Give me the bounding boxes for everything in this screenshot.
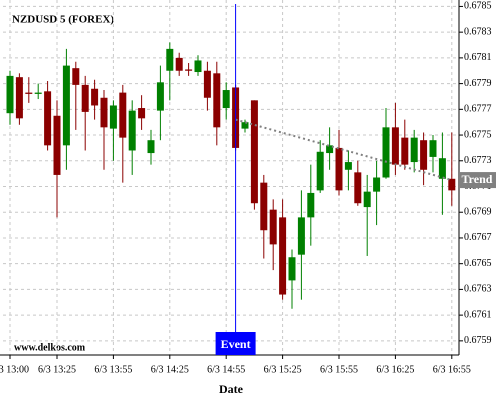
- y-tick-label: 0.6759: [464, 335, 492, 346]
- candle-body: [44, 91, 52, 146]
- candle-body: [91, 88, 99, 106]
- candle-body: [156, 82, 164, 111]
- candle-body: [429, 140, 437, 157]
- candle-body: [448, 178, 456, 191]
- x-tick-label: 6/3 16:55: [433, 364, 471, 375]
- x-tick-label: 6/3 15:25: [264, 364, 302, 375]
- candle-body: [109, 105, 117, 129]
- candle-body: [401, 137, 409, 165]
- candle-body: [138, 108, 146, 119]
- candle-body: [222, 90, 230, 109]
- candle-body: [307, 192, 315, 218]
- candle-body: [410, 137, 418, 163]
- candle-body: [250, 100, 258, 204]
- candle-body: [53, 115, 61, 175]
- candle-body: [279, 217, 287, 295]
- candle-body: [335, 147, 343, 191]
- candle-body: [194, 60, 202, 73]
- x-tick-label: 6/3 14:55: [207, 364, 245, 375]
- y-tick-label: 0.6777: [464, 104, 492, 115]
- candle-body: [373, 177, 381, 192]
- y-tick-label: 0.6767: [464, 232, 492, 243]
- candle-body: [354, 172, 362, 204]
- y-tick-label: 0.6783: [464, 26, 492, 37]
- x-tick-label: 6/3 13:25: [38, 364, 76, 375]
- candle-body: [297, 217, 305, 255]
- candle-body: [213, 73, 221, 128]
- candle-body: [363, 191, 371, 208]
- x-tick-label: 6/3 14:25: [151, 364, 189, 375]
- candle-body: [185, 69, 193, 71]
- event-label-box: [215, 332, 256, 355]
- x-tick-label: 6/3 13:55: [94, 364, 132, 375]
- candle-body: [203, 70, 211, 98]
- y-tick-label: 0.6779: [464, 78, 492, 89]
- candle-body: [119, 92, 127, 138]
- candle-body: [100, 97, 108, 128]
- candle-body: [34, 92, 42, 94]
- x-axis-label: Date: [219, 382, 244, 396]
- candle-body: [166, 48, 174, 71]
- candle-body: [260, 182, 268, 231]
- candle-body: [420, 140, 428, 170]
- x-tick-label: 6/3 13:00: [0, 364, 29, 375]
- candle-body: [326, 145, 334, 154]
- x-tick-label: 6/3 16:25: [376, 364, 414, 375]
- candle-body: [72, 68, 80, 85]
- y-tick-label: 0.6769: [464, 207, 492, 218]
- candle-body: [382, 127, 390, 178]
- candle-body: [269, 209, 277, 245]
- y-tick-label: 0.6773: [464, 155, 492, 166]
- y-tick-label: 0.6765: [464, 258, 492, 269]
- x-tick-label: 6/3 15:55: [320, 364, 358, 375]
- candle-body: [15, 77, 23, 119]
- y-tick-label: 0.6775: [464, 129, 492, 140]
- candle-body: [62, 65, 70, 146]
- candle-body: [316, 151, 324, 191]
- candle-body: [6, 75, 14, 114]
- y-tick-label: 0.6785: [464, 1, 492, 12]
- chart-title: NZDUSD 5 (FOREX): [12, 14, 114, 26]
- candle-body: [288, 257, 296, 281]
- candle-body: [81, 84, 89, 112]
- trend-label: Trend: [462, 172, 493, 186]
- candle-body: [344, 162, 352, 170]
- candle-body: [128, 110, 136, 151]
- y-tick-label: 0.6761: [464, 309, 492, 320]
- candle-body: [391, 127, 399, 165]
- trend-label-box: [459, 172, 496, 189]
- candle-body: [438, 158, 446, 179]
- candle-body: [147, 140, 155, 154]
- candle-body: [241, 122, 249, 129]
- watermark: www.delkos.com: [14, 342, 86, 353]
- y-tick-label: 0.6781: [464, 52, 492, 63]
- candle-body: [25, 92, 33, 94]
- candle-body: [175, 57, 183, 71]
- y-tick-label: 0.6763: [464, 284, 492, 295]
- event-label: Event: [221, 337, 251, 351]
